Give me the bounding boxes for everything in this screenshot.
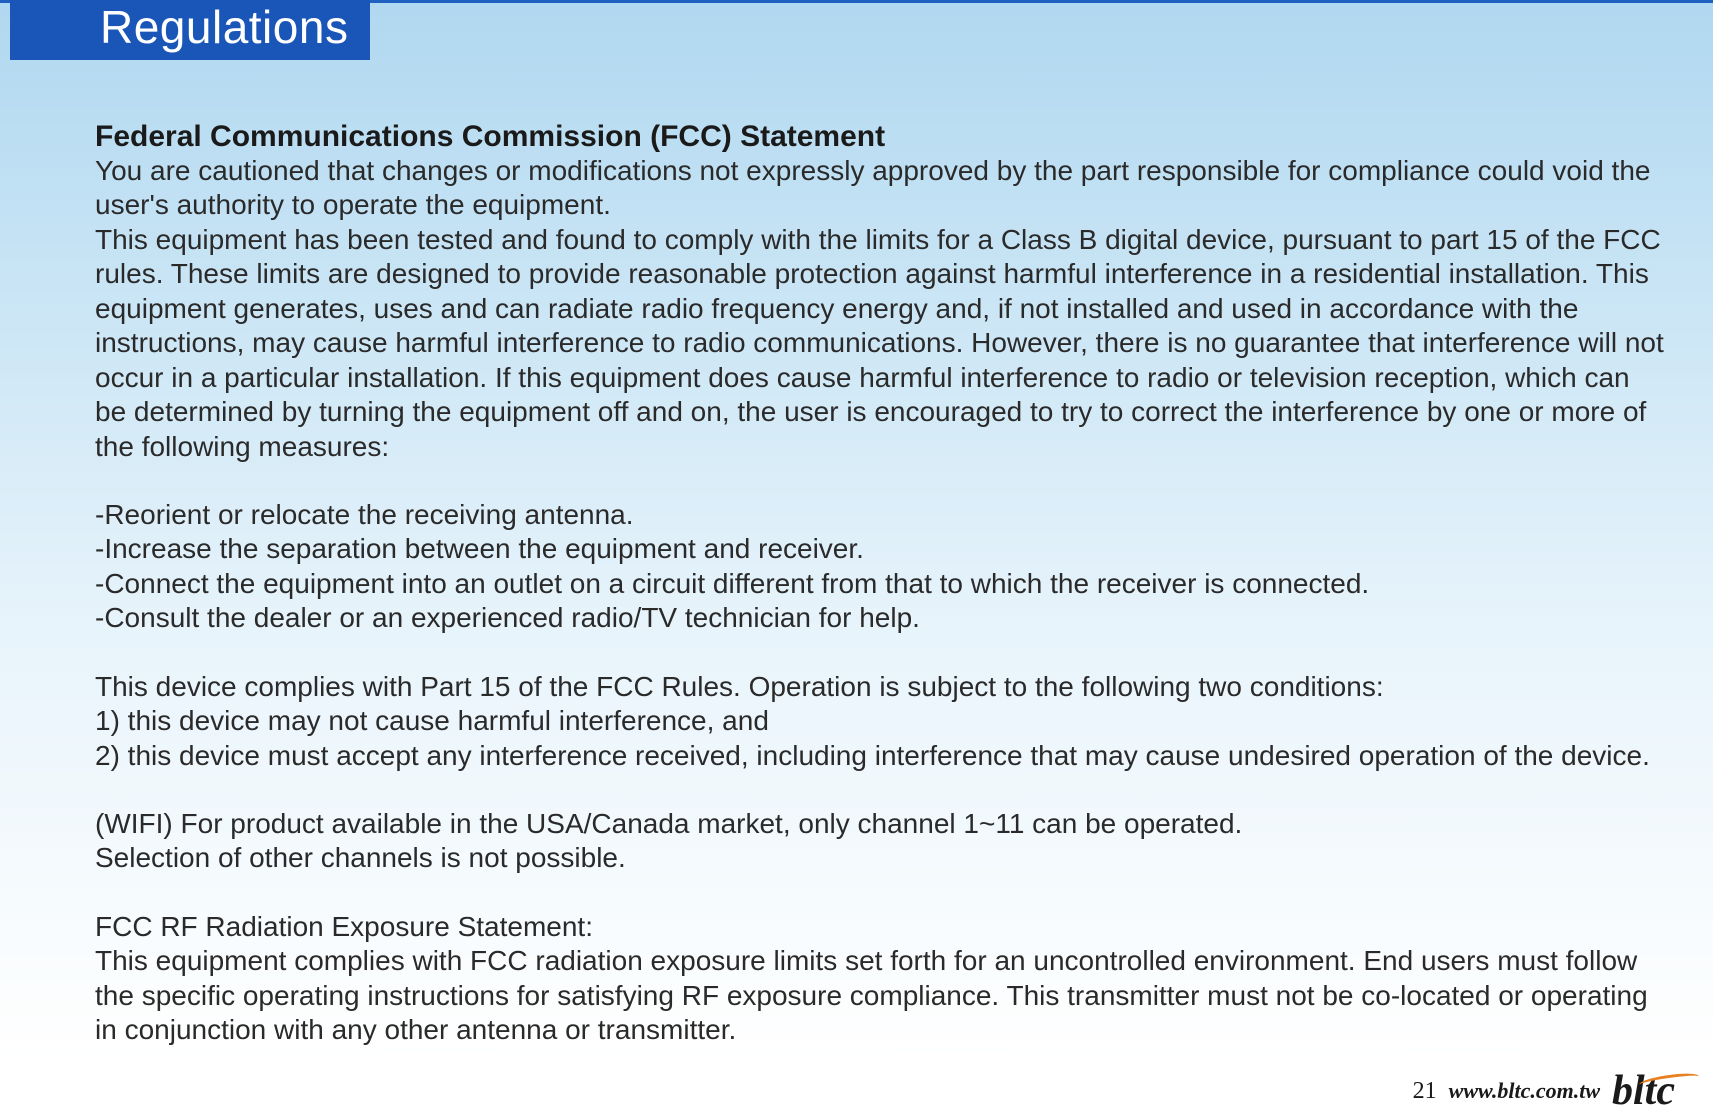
footer-url: www.bltc.com.tw [1449,1078,1600,1104]
compliance-condition-1: 1) this device may not cause harmful int… [95,704,1665,738]
compliance-condition-2: 2) this device must accept any interfere… [95,739,1665,773]
wifi-channel-note: (WIFI) For product available in the USA/… [95,807,1665,841]
header-tab: Regulations [10,0,370,60]
fcc-classb-paragraph: This equipment has been tested and found… [95,223,1665,464]
rf-exposure-body: This equipment complies with FCC radiati… [95,944,1665,1047]
wifi-channel-note-2: Selection of other channels is not possi… [95,841,1665,875]
spacer [95,636,1665,670]
page-container: Regulations Federal Communications Commi… [0,0,1713,1120]
fcc-section-title: Federal Communications Commission (FCC) … [95,120,1665,154]
content-area: Federal Communications Commission (FCC) … [95,120,1665,1048]
spacer [95,464,1665,498]
page-number: 21 [1413,1078,1437,1105]
compliance-intro: This device complies with Part 15 of the… [95,670,1665,704]
measure-outlet: -Connect the equipment into an outlet on… [95,567,1665,601]
measure-reorient: -Reorient or relocate the receiving ante… [95,498,1665,532]
rf-exposure-title: FCC RF Radiation Exposure Statement: [95,910,1665,944]
header-title: Regulations [100,1,348,53]
spacer [95,773,1665,807]
footer: 21 www.bltc.com.tw bltc [1413,1067,1693,1115]
fcc-caution-paragraph: You are cautioned that changes or modifi… [95,154,1665,223]
measure-separation: -Increase the separation between the equ… [95,532,1665,566]
spacer [95,876,1665,910]
brand-logo: bltc [1612,1067,1693,1115]
measure-consult: -Consult the dealer or an experienced ra… [95,601,1665,635]
